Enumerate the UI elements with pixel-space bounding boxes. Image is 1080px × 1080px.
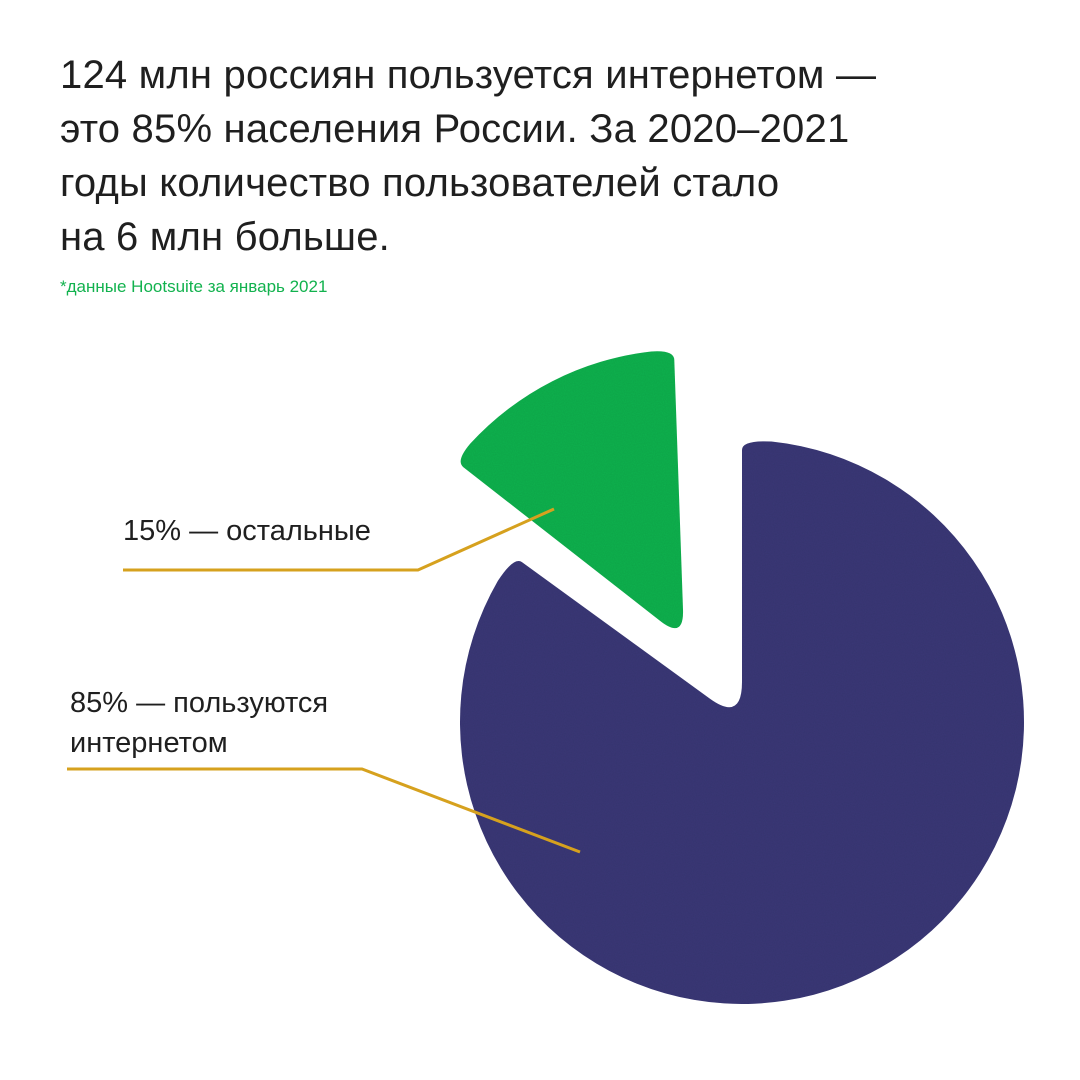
label-internet-users-line-1: 85% — пользуются xyxy=(70,687,328,719)
pie-slice-internet-users xyxy=(460,441,1024,1004)
headline-line-2: это 85% населения России. За 2020–2021 xyxy=(60,107,850,151)
pie-slice-others xyxy=(460,351,684,629)
leader-lines xyxy=(67,507,581,854)
source-note: *данные Hootsuite за январь 2021 xyxy=(60,277,328,296)
headline-line-4: на 6 млн больше. xyxy=(60,215,390,259)
label-others-line-1: 15% — остальные xyxy=(123,515,371,547)
label-internet-users-line-2: интернетом xyxy=(70,727,228,759)
headline-line-3: годы количество пользователей стало xyxy=(60,161,780,205)
slice-labels: 15% — остальные 85% — пользуются интернето… xyxy=(70,515,371,759)
leader-line-others xyxy=(123,507,555,572)
headline-line-1: 124 млн россиян пользуется интернетом — xyxy=(60,53,877,97)
leader-line-internet-users xyxy=(67,767,581,854)
pie-slices xyxy=(460,351,1024,1004)
headline: 124 млн россиян пользуется интернетом — … xyxy=(60,48,1020,264)
